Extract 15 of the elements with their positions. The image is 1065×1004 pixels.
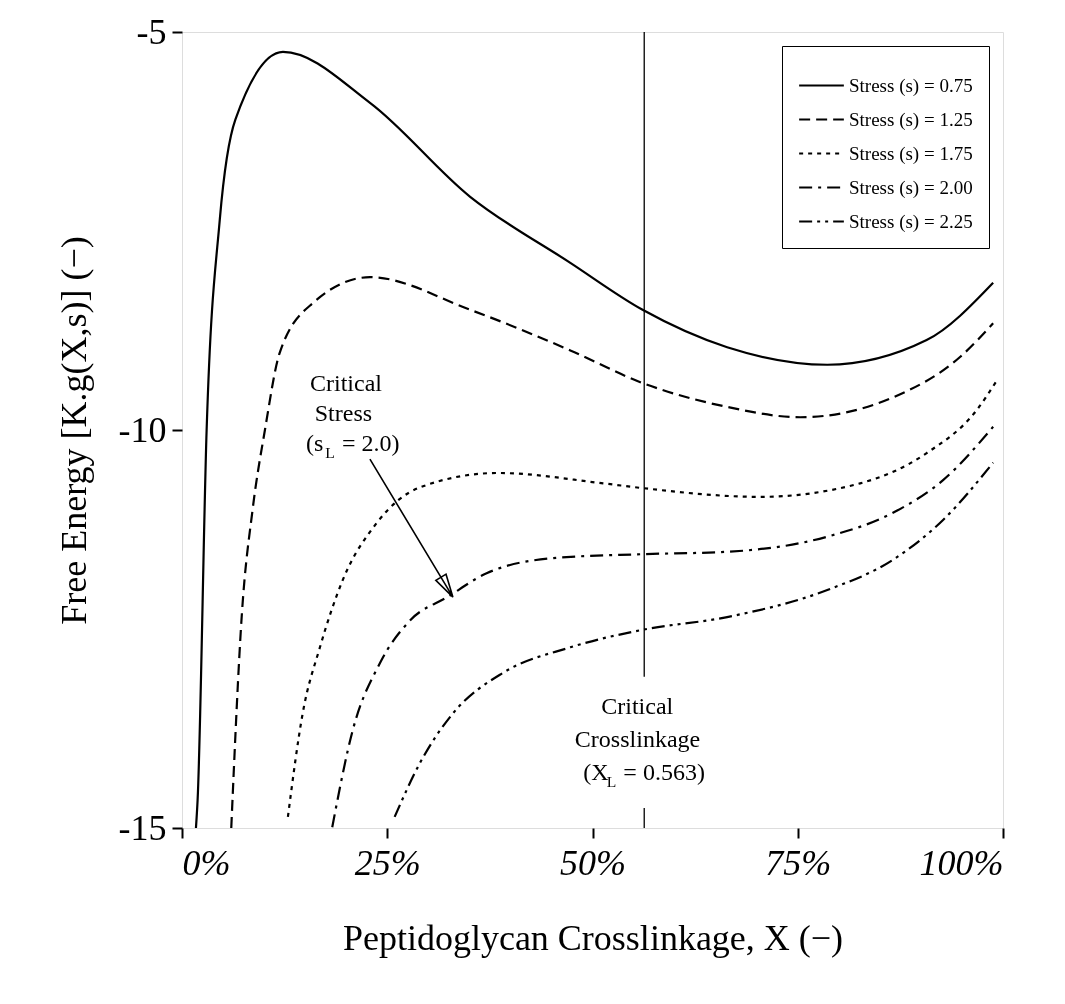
legend-label: Stress (s) = 1.25 [849,108,973,131]
legend-label: Stress (s) = 1.75 [849,142,973,165]
legend-label: Stress (s) = 2.00 [849,176,973,199]
x-axis-title: Peptidoglycan Crosslinkage, X (−) [342,917,844,958]
x-tick-label: 75% [765,842,832,883]
y-tick-label: -15 [118,807,167,848]
x-tick-label: 100% [919,842,1004,883]
y-tick-label: -5 [136,11,167,52]
x-tick-label: 50% [560,842,626,883]
y-tick-label: -10 [118,409,167,450]
legend-label: Stress (s) = 0.75 [849,74,973,97]
y-axis-title: Free Energy [K.g(X,s)] (−) [53,236,94,625]
x-tick-label: 25% [354,842,421,883]
x-tick-label: 0% [182,842,231,883]
legend-label: Stress (s) = 2.25 [849,210,973,233]
